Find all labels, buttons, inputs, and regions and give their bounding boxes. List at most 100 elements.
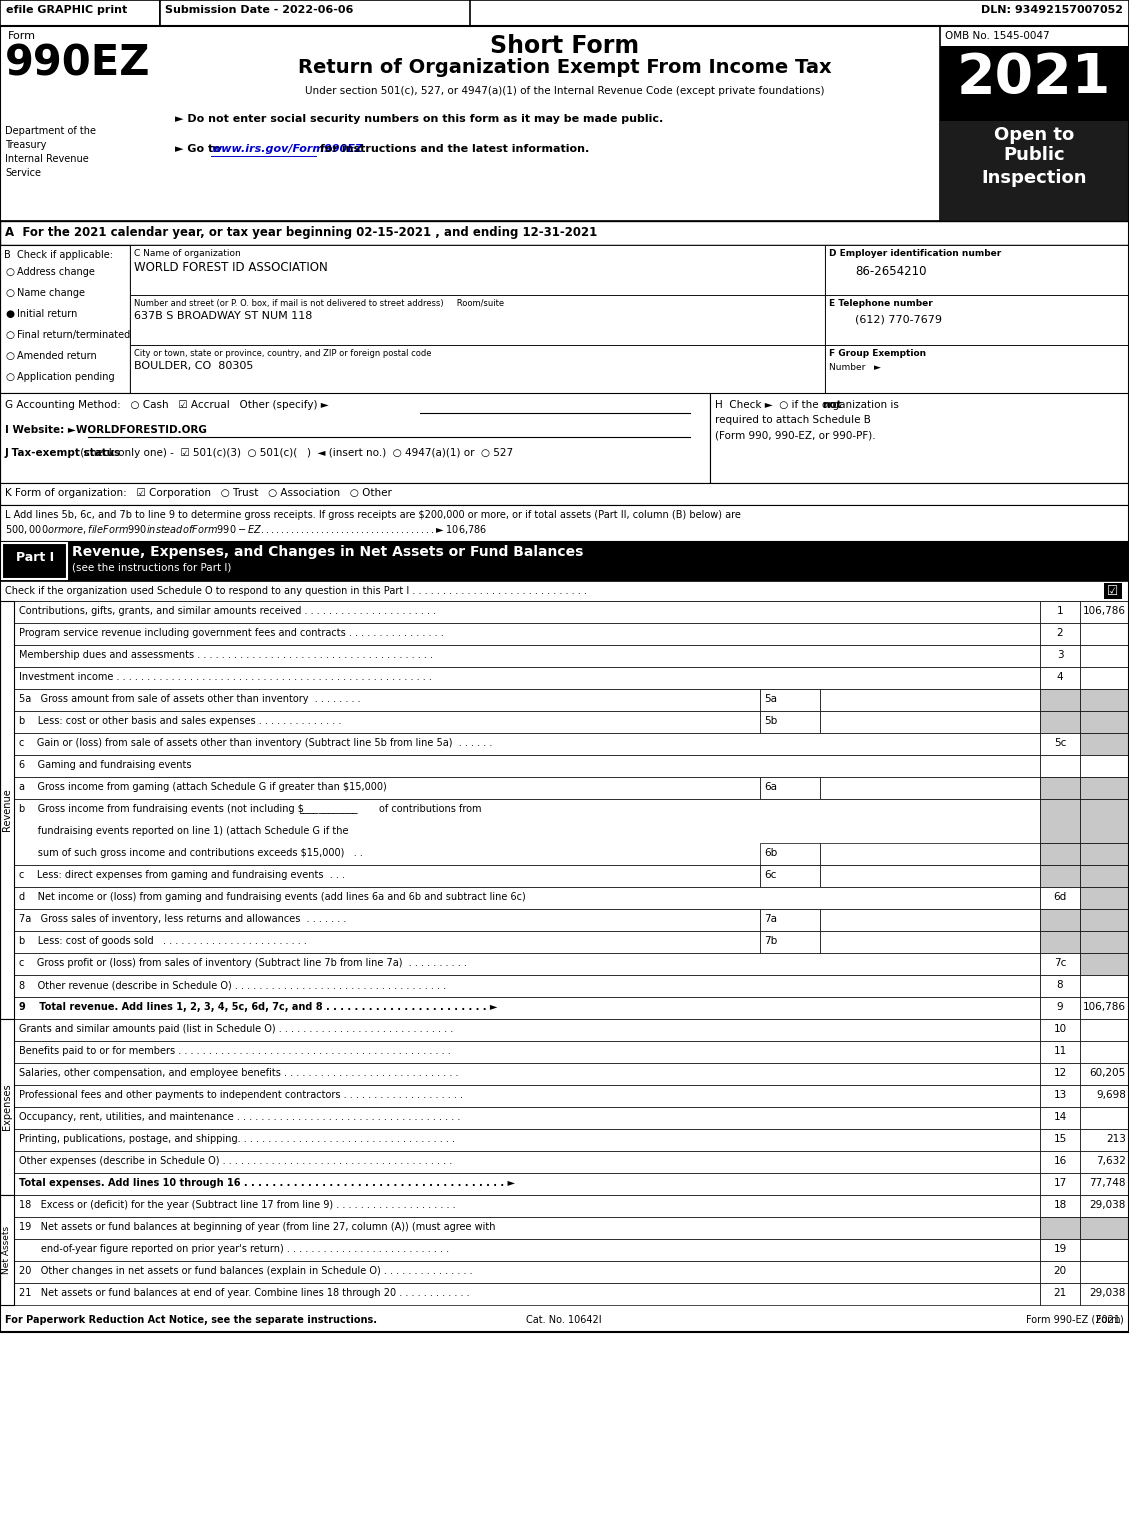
- Bar: [14, 645, 1040, 666]
- Text: Number   ►: Number ►: [829, 363, 881, 372]
- Bar: [1080, 1196, 1129, 1217]
- Bar: [14, 930, 760, 953]
- Bar: [1040, 1261, 1080, 1283]
- Text: c    Gross profit or (loss) from sales of inventory (Subtract line 7b from line : c Gross profit or (loss) from sales of i…: [19, 958, 467, 968]
- Text: 19: 19: [1053, 1244, 1067, 1254]
- Bar: [14, 865, 760, 888]
- Text: Submission Date - 2022-06-06: Submission Date - 2022-06-06: [165, 5, 353, 15]
- Text: Program service revenue including government fees and contracts . . . . . . . . : Program service revenue including govern…: [19, 628, 444, 637]
- Text: ○: ○: [5, 267, 14, 278]
- Bar: [1040, 1128, 1080, 1151]
- Text: Short Form: Short Form: [490, 34, 639, 58]
- Text: 21   Net assets or fund balances at end of year. Combine lines 18 through 20 . .: 21 Net assets or fund balances at end of…: [19, 1289, 470, 1298]
- Bar: [825, 294, 1129, 345]
- Bar: [760, 689, 820, 711]
- Bar: [14, 1151, 1040, 1173]
- Bar: [1040, 930, 1080, 953]
- Bar: [825, 246, 1129, 294]
- Bar: [760, 865, 820, 888]
- Text: I Website: ►WORLDFORESTID.ORG: I Website: ►WORLDFORESTID.ORG: [5, 425, 207, 435]
- Text: www.irs.gov/Form990EZ: www.irs.gov/Form990EZ: [211, 143, 364, 154]
- Bar: [1040, 953, 1080, 974]
- Bar: [1080, 888, 1129, 909]
- Bar: [1080, 624, 1129, 645]
- Bar: [14, 1107, 1040, 1128]
- Bar: [1040, 645, 1080, 666]
- Text: ○: ○: [5, 288, 14, 297]
- Text: 990EZ: 990EZ: [5, 43, 150, 84]
- Bar: [1080, 1042, 1129, 1063]
- Bar: [14, 1084, 1040, 1107]
- Bar: [1080, 645, 1129, 666]
- Text: ► Do not enter social security numbers on this form as it may be made public.: ► Do not enter social security numbers o…: [175, 114, 663, 124]
- Text: 5b: 5b: [764, 717, 777, 726]
- Text: sum of such gross income and contributions exceeds $15,000)   . .: sum of such gross income and contributio…: [19, 848, 373, 859]
- Bar: [0, 246, 130, 393]
- Bar: [1080, 1107, 1129, 1128]
- Bar: [820, 865, 1040, 888]
- Bar: [1040, 1019, 1080, 1042]
- Text: 86-2654210: 86-2654210: [855, 265, 927, 278]
- Bar: [1040, 1084, 1080, 1107]
- Bar: [1080, 1238, 1129, 1261]
- Text: Expenses: Expenses: [2, 1084, 12, 1130]
- Text: b    Less: cost or other basis and sales expenses . . . . . . . . . . . . . .: b Less: cost or other basis and sales ex…: [19, 717, 341, 726]
- Text: 29,038: 29,038: [1089, 1289, 1126, 1298]
- Bar: [825, 246, 1129, 393]
- Bar: [1080, 1128, 1129, 1151]
- Text: Net Assets: Net Assets: [2, 1226, 11, 1273]
- Text: (see the instructions for Part I): (see the instructions for Part I): [72, 563, 231, 573]
- Bar: [1080, 799, 1129, 843]
- Text: Service: Service: [5, 168, 41, 178]
- Text: ●: ●: [5, 310, 14, 319]
- Text: City or town, state or province, country, and ZIP or foreign postal code: City or town, state or province, country…: [134, 349, 431, 358]
- Bar: [14, 689, 760, 711]
- Bar: [940, 46, 1129, 120]
- Text: 8    Other revenue (describe in Schedule O) . . . . . . . . . . . . . . . . . . : 8 Other revenue (describe in Schedule O)…: [19, 981, 446, 990]
- Bar: [1040, 734, 1080, 755]
- Bar: [130, 294, 825, 345]
- Text: G Accounting Method:   ○ Cash   ☑ Accrual   Other (specify) ►: G Accounting Method: ○ Cash ☑ Accrual Ot…: [5, 400, 329, 410]
- Bar: [14, 909, 760, 930]
- Bar: [820, 689, 1040, 711]
- Bar: [1080, 997, 1129, 1019]
- Bar: [1080, 1019, 1129, 1042]
- Text: Inspection: Inspection: [981, 169, 1087, 188]
- Bar: [14, 778, 760, 799]
- Bar: [760, 843, 820, 865]
- Text: ○: ○: [5, 372, 14, 381]
- Text: 14: 14: [1053, 1112, 1067, 1122]
- Bar: [1080, 689, 1129, 711]
- Text: Salaries, other compensation, and employee benefits . . . . . . . . . . . . . . : Salaries, other compensation, and employ…: [19, 1068, 458, 1078]
- Bar: [1080, 930, 1129, 953]
- Bar: [14, 799, 1040, 865]
- Bar: [825, 345, 1129, 393]
- Bar: [14, 1283, 1040, 1305]
- Text: Form 990-EZ (2021): Form 990-EZ (2021): [1026, 1315, 1124, 1325]
- Text: Other expenses (describe in Schedule O) . . . . . . . . . . . . . . . . . . . . : Other expenses (describe in Schedule O) …: [19, 1156, 453, 1167]
- Text: 6d: 6d: [1053, 892, 1067, 901]
- Bar: [1040, 1283, 1080, 1305]
- Bar: [14, 997, 1040, 1019]
- Text: 20   Other changes in net assets or fund balances (explain in Schedule O) . . . : 20 Other changes in net assets or fund b…: [19, 1266, 473, 1276]
- Bar: [14, 1238, 1040, 1261]
- Text: 77,748: 77,748: [1089, 1177, 1126, 1188]
- Text: c    Less: direct expenses from gaming and fundraising events  . . .: c Less: direct expenses from gaming and …: [19, 869, 355, 880]
- Bar: [14, 711, 760, 734]
- Text: A  For the 2021 calendar year, or tax year beginning 02-15-2021 , and ending 12-: A For the 2021 calendar year, or tax yea…: [5, 226, 597, 239]
- Bar: [0, 0, 160, 26]
- Text: 7c: 7c: [1053, 958, 1066, 968]
- Text: 10: 10: [1053, 1023, 1067, 1034]
- Text: B  Check if applicable:: B Check if applicable:: [5, 250, 113, 259]
- Bar: [130, 246, 825, 393]
- Bar: [1040, 1173, 1080, 1196]
- Bar: [820, 930, 1040, 953]
- Bar: [760, 711, 820, 734]
- Bar: [1080, 734, 1129, 755]
- Text: efile GRAPHIC print: efile GRAPHIC print: [6, 5, 128, 15]
- Bar: [820, 843, 1040, 865]
- Bar: [14, 888, 1040, 909]
- Bar: [1080, 711, 1129, 734]
- Bar: [1080, 601, 1129, 624]
- Bar: [0, 601, 14, 1019]
